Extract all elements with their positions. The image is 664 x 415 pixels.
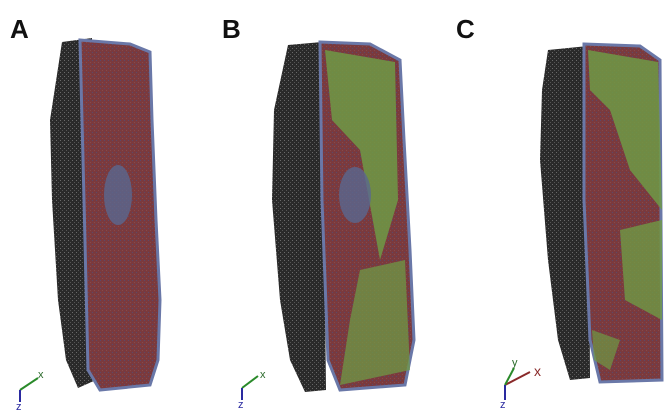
panel-label: C xyxy=(456,14,475,44)
axis-triad: x z xyxy=(238,369,266,410)
figure: A x z B x z C xyxy=(0,0,664,410)
axis-label: z xyxy=(16,401,22,410)
axis-label: x xyxy=(534,363,541,379)
panel-label: A xyxy=(10,14,29,44)
axis-label: y xyxy=(512,357,518,369)
panel-c: C y x z xyxy=(456,14,662,410)
axis-triad: y x z xyxy=(500,357,541,410)
blue-region xyxy=(339,167,371,223)
panel-label: B xyxy=(222,14,241,44)
axis-triad: x z xyxy=(16,369,44,410)
axis-label: z xyxy=(500,399,506,410)
axis-label: x xyxy=(38,369,44,381)
blue-region xyxy=(104,165,132,225)
panel-a: A x z xyxy=(10,14,160,410)
panel-b: B x z xyxy=(222,14,414,410)
axis-label: z xyxy=(238,399,244,410)
sample-side xyxy=(272,42,326,392)
page: A x z B x z C xyxy=(0,0,664,410)
axis-label: x xyxy=(260,369,266,381)
